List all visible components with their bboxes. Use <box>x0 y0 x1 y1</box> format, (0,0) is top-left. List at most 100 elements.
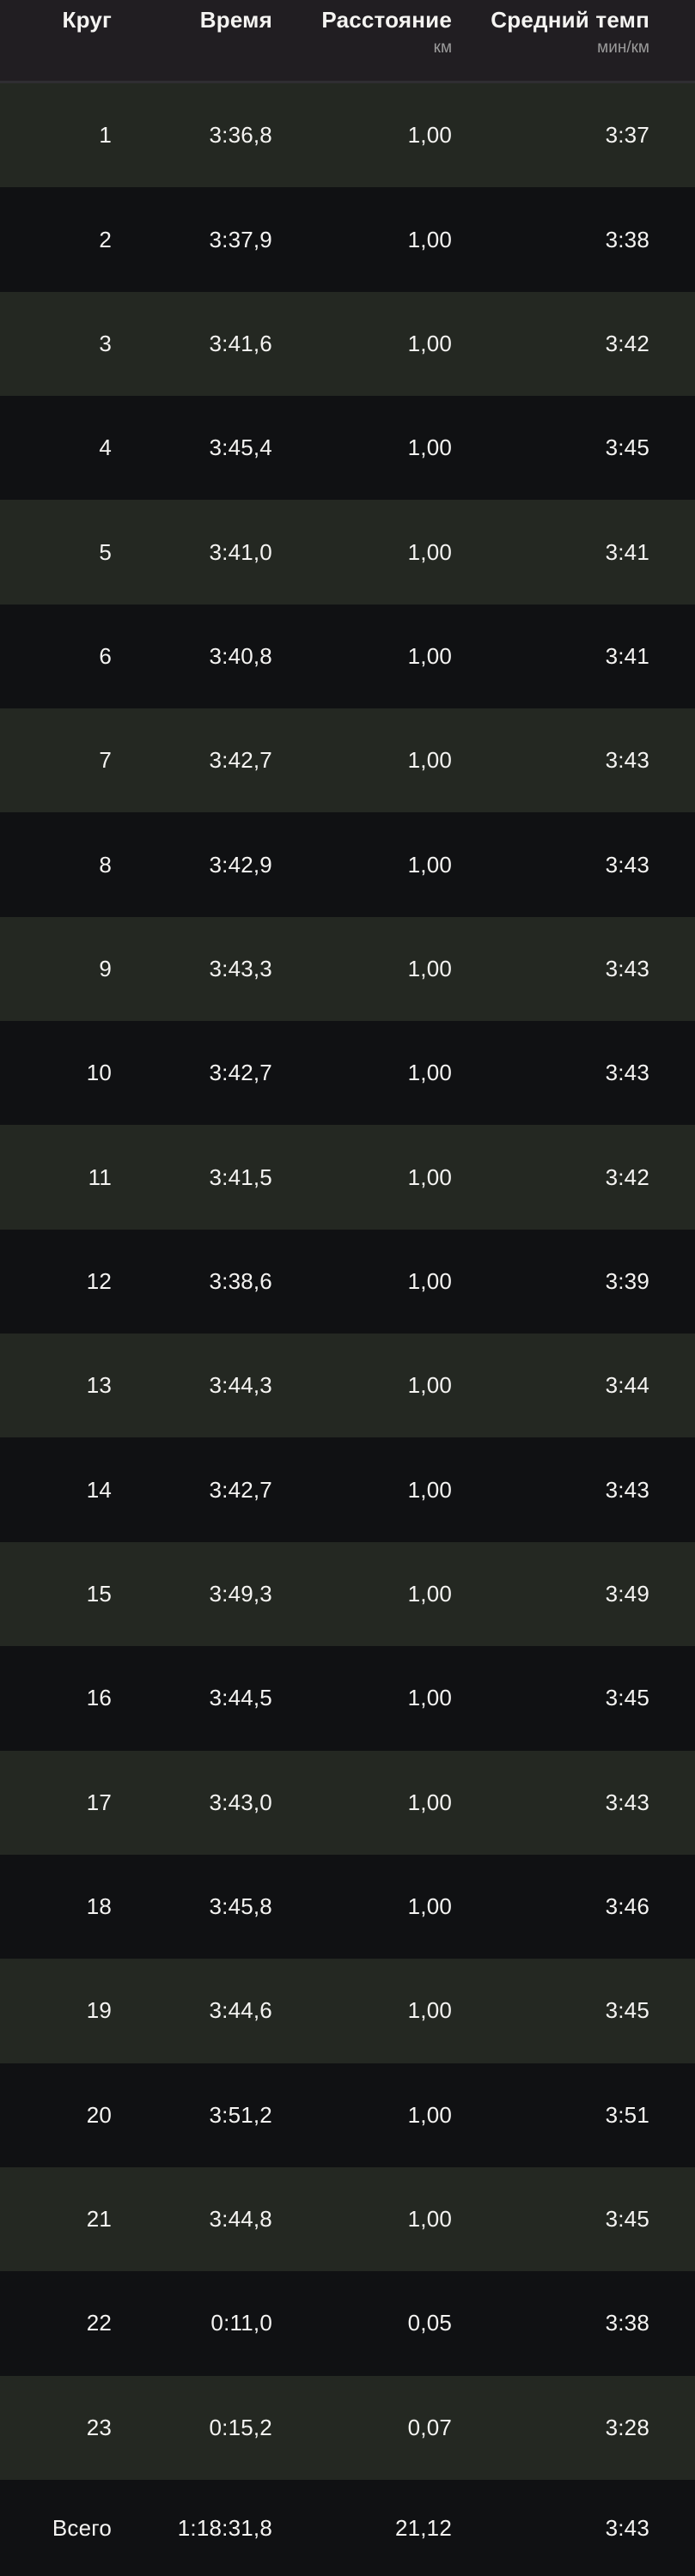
lap-time-cell: 3:49,3 <box>209 1580 272 1607</box>
lap-row: 7 3:42,7 1,00 3:43 <box>0 708 695 813</box>
lap-row: 13 3:44,3 1,00 3:44 <box>0 1334 695 1438</box>
lap-row: 16 3:44,5 1,00 3:45 <box>0 1646 695 1751</box>
lap-row: 8 3:42,9 1,00 3:43 <box>0 812 695 917</box>
lap-time-cell: 3:42,7 <box>209 1060 272 1086</box>
lap-pace-cell: 3:43 <box>605 1476 649 1503</box>
lap-pace-cell: 3:41 <box>605 642 649 669</box>
lap-number-cell: 2 <box>99 226 113 252</box>
lap-row: 23 0:15,2 0,07 3:28 <box>0 2375 695 2480</box>
lap-distance-cell: 1,00 <box>407 955 453 981</box>
lap-distance-cell: 1,00 <box>407 122 453 149</box>
total-distance-cell: 21,12 <box>394 2514 453 2541</box>
lap-time-cell: 3:36,8 <box>209 122 272 149</box>
lap-pace-cell: 3:51 <box>605 2101 649 2128</box>
lap-time-cell: 3:44,3 <box>209 1372 272 1399</box>
lap-pace-cell: 3:38 <box>605 226 649 252</box>
lap-number-cell: 19 <box>86 1997 113 2024</box>
lap-pace-cell: 3:39 <box>605 1267 649 1294</box>
column-header-lap: Круг <box>62 7 113 33</box>
lap-time-cell: 3:44,8 <box>209 2206 272 2233</box>
lap-row: 9 3:43,3 1,00 3:43 <box>0 916 695 1022</box>
lap-row: 11 3:41,5 1,00 3:42 <box>0 1125 695 1230</box>
column-header-distance: Расстояние <box>321 7 453 33</box>
lap-pace-cell: 3:45 <box>605 434 649 461</box>
lap-time-cell: 3:51,2 <box>209 2101 272 2128</box>
lap-distance-cell: 1,00 <box>407 747 453 774</box>
lap-number-cell: 16 <box>86 1685 113 1711</box>
lap-row: 4 3:45,4 1,00 3:45 <box>0 396 695 501</box>
lap-pace-cell: 3:38 <box>605 2310 649 2336</box>
lap-number-cell: 9 <box>99 955 113 981</box>
lap-number-cell: 17 <box>86 1789 113 1815</box>
column-units-row: км мин/км <box>0 39 695 58</box>
lap-distance-cell: 1,00 <box>407 851 453 878</box>
lap-row: 18 3:45,8 1,00 3:46 <box>0 1854 695 1959</box>
lap-number-cell: 15 <box>86 1580 113 1607</box>
lap-row: 1 3:36,8 1,00 3:37 <box>0 83 695 188</box>
lap-number-cell: 22 <box>86 2310 113 2336</box>
lap-number-cell: 5 <box>99 538 113 565</box>
lap-row: 21 3:44,8 1,00 3:45 <box>0 2166 695 2272</box>
lap-pace-cell: 3:43 <box>605 955 649 981</box>
lap-pace-cell: 3:42 <box>605 1163 649 1190</box>
lap-pace-cell: 3:43 <box>605 1060 649 1086</box>
lap-time-cell: 3:44,6 <box>209 1997 272 2024</box>
lap-number-cell: 14 <box>86 1476 113 1503</box>
lap-distance-cell: 1,00 <box>407 1789 453 1815</box>
lap-row: 3 3:41,6 1,00 3:42 <box>0 291 695 397</box>
lap-pace-cell: 3:49 <box>605 1580 649 1607</box>
lap-time-cell: 3:44,5 <box>209 1685 272 1711</box>
lap-distance-cell: 1,00 <box>407 1476 453 1503</box>
lap-number-cell: 3 <box>99 330 113 356</box>
lap-distance-cell: 1,00 <box>407 1685 453 1711</box>
table-header: Круг Время Расстояние Средний темп км ми… <box>0 0 695 81</box>
lap-time-cell: 3:42,7 <box>209 1476 272 1503</box>
column-headers-row: Круг Время Расстояние Средний темп <box>0 7 695 33</box>
lap-time-cell: 3:43,0 <box>209 1789 272 1815</box>
column-header-pace: Средний темп <box>491 7 649 33</box>
lap-pace-cell: 3:43 <box>605 747 649 774</box>
lap-number-cell: 20 <box>86 2101 113 2128</box>
lap-number-cell: 23 <box>86 2414 113 2440</box>
lap-distance-cell: 1,00 <box>407 1060 453 1086</box>
lap-pace-cell: 3:42 <box>605 330 649 356</box>
lap-row: 20 3:51,2 1,00 3:51 <box>0 2063 695 2167</box>
lap-distance-cell: 0,07 <box>407 2414 453 2440</box>
lap-time-cell: 3:38,6 <box>209 1267 272 1294</box>
lap-time-cell: 3:42,9 <box>209 851 272 878</box>
lap-time-cell: 3:45,8 <box>209 1893 272 1920</box>
lap-number-cell: 4 <box>99 434 113 461</box>
lap-row: 15 3:49,3 1,00 3:49 <box>0 1541 695 1647</box>
lap-pace-cell: 3:44 <box>605 1372 649 1399</box>
lap-time-cell: 0:15,2 <box>209 2414 272 2440</box>
lap-time-cell: 0:11,0 <box>210 2310 272 2336</box>
lap-number-cell: 18 <box>86 1893 113 1920</box>
lap-pace-cell: 3:45 <box>605 1997 649 2024</box>
lap-number-cell: 13 <box>86 1372 113 1399</box>
lap-number-cell: 10 <box>86 1060 113 1086</box>
lap-time-cell: 3:43,3 <box>209 955 272 981</box>
lap-row: 22 0:11,0 0,05 3:38 <box>0 2271 695 2376</box>
unit-lap-label <box>0 39 112 58</box>
total-time-cell: 1:18:31,8 <box>177 2514 272 2541</box>
laps-list[interactable]: 1 3:36,8 1,00 3:37 2 3:37,9 1,00 3:38 3 … <box>0 83 695 2480</box>
total-pace-cell: 3:43 <box>605 2514 649 2541</box>
unit-pace-label: мин/км <box>597 39 649 57</box>
total-label: Всего <box>52 2514 113 2541</box>
lap-number-cell: 11 <box>88 1163 113 1190</box>
lap-distance-cell: 1,00 <box>407 1893 453 1920</box>
lap-row: 17 3:43,0 1,00 3:43 <box>0 1750 695 1855</box>
lap-time-cell: 3:41,6 <box>209 330 272 356</box>
lap-pace-cell: 3:41 <box>605 538 649 565</box>
lap-pace-cell: 3:43 <box>605 851 649 878</box>
lap-time-cell: 3:41,5 <box>209 1163 272 1190</box>
lap-number-cell: 6 <box>99 642 113 669</box>
total-row: Всего 1:18:31,8 21,12 3:43 <box>0 2480 695 2576</box>
lap-pace-cell: 3:45 <box>605 2206 649 2233</box>
lap-distance-cell: 1,00 <box>407 1267 453 1294</box>
lap-number-cell: 1 <box>99 122 113 149</box>
lap-distance-cell: 1,00 <box>407 434 453 461</box>
lap-row: 2 3:37,9 1,00 3:38 <box>0 187 695 292</box>
lap-row: 14 3:42,7 1,00 3:43 <box>0 1437 695 1542</box>
